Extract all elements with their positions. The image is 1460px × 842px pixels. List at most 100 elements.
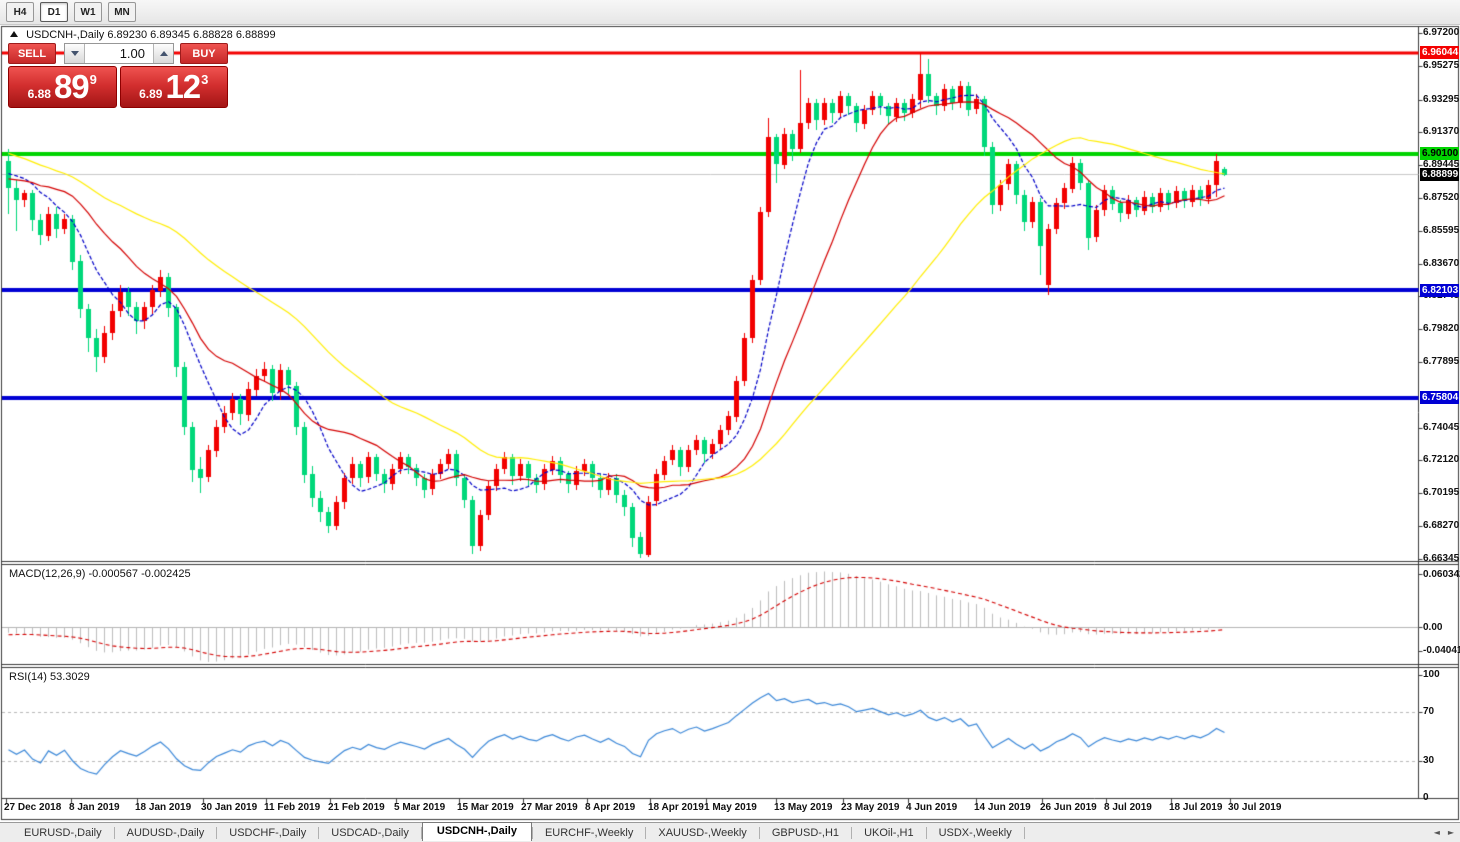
date-axis-label: 4 Jun 2019 <box>906 802 958 813</box>
volume-stepper <box>64 43 174 64</box>
date-axis-label: 27 Dec 2018 <box>4 802 62 813</box>
timeframe-button-mn[interactable]: MN <box>108 2 136 22</box>
scroll-right-icon[interactable]: ► <box>1447 828 1454 837</box>
current-price-badge: 6.88899 <box>1420 167 1459 181</box>
price-axis-tick: 6.95275 <box>1423 59 1460 71</box>
sell-price-button[interactable]: 6.88 89 9 <box>8 66 117 108</box>
tab-separator <box>113 826 115 839</box>
tab-separator <box>1023 826 1025 839</box>
tab-eurusd-daily[interactable]: EURUSD-,Daily <box>24 826 102 839</box>
date-axis-label: 23 May 2019 <box>841 802 900 813</box>
tab-usdcnh-daily[interactable]: USDCNH-,Daily <box>421 822 532 841</box>
tab-gbpusd-h1[interactable]: GBPUSD-,H1 <box>771 826 840 839</box>
buy-price-small: 6.89 <box>139 87 163 101</box>
macd-label: MACD(12,26,9) -0.000567 -0.002425 <box>9 568 191 580</box>
date-axis-label: 18 Apr 2019 <box>648 802 704 813</box>
price-axis-tick: 6.93295 <box>1423 93 1460 105</box>
ohlc-quotes: 6.89230 6.89345 6.88828 6.88899 <box>107 29 276 41</box>
date-axis-label: 1 May 2019 <box>704 802 757 813</box>
macd-axis-min: -0.04041 <box>1423 645 1460 656</box>
date-axis-label: 18 Jul 2019 <box>1169 802 1223 813</box>
tab-usdcad-daily[interactable]: USDCAD-,Daily <box>331 826 409 839</box>
date-axis-label: 27 Mar 2019 <box>521 802 578 813</box>
scroll-left-icon[interactable]: ◄ <box>1433 828 1440 837</box>
tab-usdx-weekly[interactable]: USDX-,Weekly <box>938 826 1012 839</box>
date-axis-label: 26 Jun 2019 <box>1040 802 1097 813</box>
timeframe-button-h4[interactable]: H4 <box>6 2 34 22</box>
tab-separator <box>851 826 853 839</box>
level-price-badge: 6.82103 <box>1420 283 1459 297</box>
price-axis-tick: 6.70195 <box>1423 487 1460 499</box>
buy-button[interactable]: BUY <box>180 43 228 64</box>
volume-decrease-button[interactable] <box>65 44 85 63</box>
volume-input[interactable] <box>85 44 153 63</box>
tab-scroll-arrows: ◄ ► <box>1432 827 1456 838</box>
macd-axis-max: 0.060342 <box>1423 569 1460 580</box>
date-axis-label: 15 Mar 2019 <box>457 802 514 813</box>
date-axis-label: 8 Jul 2019 <box>1104 802 1152 813</box>
level-price-badge: 6.75804 <box>1420 391 1459 405</box>
buy-price-big: 12 <box>165 68 201 105</box>
timeframe-toolbar: H4 D1 W1 MN <box>0 0 1460 25</box>
chart-tab-bar: EURUSD-,Daily AUDUSD-,Daily USDCHF-,Daily U… <box>0 822 1460 842</box>
tab-audusd-daily[interactable]: AUDUSD-,Daily <box>126 826 205 839</box>
price-axis-tick: 6.85595 <box>1423 224 1460 236</box>
chevron-up-icon <box>159 51 168 56</box>
tab-usdchf-daily[interactable]: USDCHF-,Daily <box>229 826 307 839</box>
sell-price-sup: 9 <box>89 72 97 87</box>
level-price-badge: 6.90100 <box>1420 147 1459 161</box>
buy-price-sup: 3 <box>201 72 209 87</box>
date-axis-label: 18 Jan 2019 <box>135 802 192 813</box>
price-axis-tick: 6.68270 <box>1423 519 1460 531</box>
buy-price-button[interactable]: 6.89 12 3 <box>119 66 228 108</box>
tab-separator <box>420 826 422 839</box>
date-axis-label: 8 Jan 2019 <box>69 802 120 813</box>
price-axis-tick: 6.87520 <box>1423 191 1460 203</box>
tab-separator <box>758 826 760 839</box>
price-axis-tick: 6.83670 <box>1423 257 1460 269</box>
price-axis-tick: 6.72120 <box>1423 454 1460 466</box>
price-axis-tick: 6.66345 <box>1423 552 1460 564</box>
macd-axis-zero: 0.00 <box>1423 621 1443 633</box>
price-axis-tick: 6.97200 <box>1423 27 1460 38</box>
rsi-axis-tick: 30 <box>1423 755 1435 766</box>
date-axis-label: 5 Mar 2019 <box>394 802 446 813</box>
timeframe-button-d1[interactable]: D1 <box>40 2 68 22</box>
tab-eurchf-weekly[interactable]: EURCHF-,Weekly <box>544 826 634 839</box>
rsi-axis-tick: 70 <box>1423 706 1435 717</box>
volume-increase-button[interactable] <box>153 44 173 63</box>
date-axis-label: 11 Feb 2019 <box>264 802 321 813</box>
tab-separator <box>318 826 320 839</box>
rsi-axis-tick: 100 <box>1423 669 1440 681</box>
tab-separator <box>645 826 647 839</box>
date-axis-label: 30 Jan 2019 <box>201 802 258 813</box>
one-click-trading-panel: SELL BUY 6.88 89 9 6.89 12 3 <box>8 43 228 108</box>
sell-price-big: 89 <box>53 68 90 105</box>
tab-xauusd-weekly[interactable]: XAUUSD-,Weekly <box>658 826 747 839</box>
timeframe-button-w1[interactable]: W1 <box>74 2 102 22</box>
date-axis-label: 13 May 2019 <box>774 802 833 813</box>
price-axis-tick: 6.91370 <box>1423 126 1460 138</box>
chart-title: USDCNH-,Daily 6.89230 6.89345 6.88828 6.… <box>10 29 276 41</box>
rsi-axis-tick: 0 <box>1423 791 1429 803</box>
date-axis-label: 30 Jul 2019 <box>1228 802 1282 813</box>
tab-separator <box>216 826 218 839</box>
level-price-badge: 6.96044 <box>1420 46 1459 60</box>
price-axis-tick: 6.89445 <box>1423 159 1460 171</box>
symbol-title: USDCNH-,Daily <box>26 29 105 41</box>
rsi-label: RSI(14) 53.3029 <box>9 671 90 683</box>
price-axis-tick: 6.74045 <box>1423 421 1460 433</box>
tab-separator <box>925 826 927 839</box>
price-axis-tick: 6.77895 <box>1423 355 1460 367</box>
date-axis-label: 21 Feb 2019 <box>328 802 385 813</box>
window-collapse-icon[interactable] <box>10 31 18 37</box>
date-axis-label: 14 Jun 2019 <box>974 802 1031 813</box>
sell-price-small: 6.88 <box>27 87 51 101</box>
tab-ukoil-h1[interactable]: UKOil-,H1 <box>864 826 914 839</box>
date-axis-label: 8 Apr 2019 <box>585 802 636 813</box>
tab-separator <box>531 826 533 839</box>
chevron-down-icon <box>70 51 79 56</box>
sell-button[interactable]: SELL <box>8 43 56 64</box>
